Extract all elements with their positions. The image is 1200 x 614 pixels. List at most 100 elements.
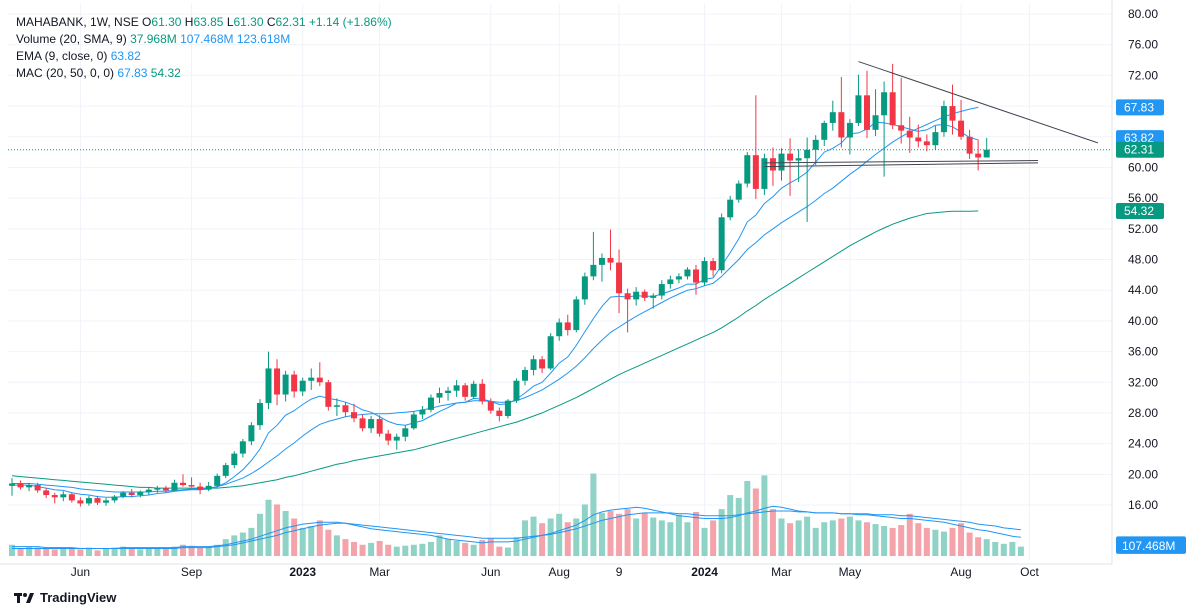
ema-row: EMA (9, close, 0) 63.82 [16, 48, 392, 65]
price-tick-label: 36.00 [1128, 345, 1158, 359]
candle-body [137, 491, 144, 496]
volume-bar [427, 541, 434, 556]
candle-body [735, 183, 742, 200]
candle-body [154, 488, 161, 490]
volume-bar [453, 541, 460, 556]
candle-body [282, 374, 289, 395]
volume-bar [239, 532, 246, 556]
price-badge [1116, 99, 1164, 116]
ohlc-row: MAHABANK, 1W, NSE O61.30 H63.85 L61.30 C… [16, 14, 392, 31]
volume-bar [359, 544, 366, 556]
candle-body [162, 488, 169, 491]
volume-bar [864, 522, 870, 556]
volume-bar [154, 547, 161, 556]
candle-body [402, 428, 409, 437]
volume-bar [325, 529, 332, 556]
candle-body [821, 122, 828, 140]
candle-body [453, 385, 460, 391]
open-label: O [142, 15, 152, 29]
ema-label: EMA (9, close, 0) [16, 49, 108, 63]
tradingview-logo-icon [14, 592, 34, 603]
volume-bar [932, 529, 939, 556]
volume-bar [573, 518, 580, 556]
candle-body [658, 284, 665, 296]
volume-bar [419, 543, 426, 556]
time-tick-label: Jun [481, 565, 500, 579]
candle-body [436, 392, 443, 398]
volume-bar [26, 546, 33, 556]
candle-body [120, 492, 127, 497]
candle-body [410, 414, 417, 429]
volume-bar [872, 524, 879, 556]
price-tick-label: 28.00 [1128, 406, 1158, 420]
price-tick-label: 80.00 [1128, 7, 1158, 21]
volume-bar [51, 549, 58, 556]
candle-body [205, 485, 212, 490]
price-tick-label: 72.00 [1128, 68, 1158, 82]
candle-body [214, 475, 221, 486]
candle-body [829, 112, 836, 123]
mac-row: MAC (20, 50, 0, 0) 67.83 54.32 [16, 65, 392, 82]
candle-body [898, 125, 905, 131]
chart-legend: MAHABANK, 1W, NSE O61.30 H63.85 L61.30 C… [16, 14, 392, 82]
candle-body [17, 483, 24, 488]
volume-bar [744, 481, 751, 556]
price-tick-label: 48.00 [1128, 253, 1158, 267]
volume-bar [94, 550, 101, 556]
candle-body [693, 269, 699, 283]
volume-bar [838, 518, 845, 556]
volume-bar [342, 539, 349, 556]
price-tick-label: 32.00 [1128, 375, 1158, 389]
change-value: +1.14 (+1.86%) [308, 15, 392, 29]
candle-body [590, 264, 597, 277]
time-tick-label: 2024 [691, 565, 718, 579]
volume-bar [915, 523, 922, 556]
close-value: 62.31 [275, 15, 306, 29]
volume-bar [265, 499, 272, 556]
volume-bar [1017, 546, 1024, 556]
high-value: 63.85 [193, 15, 224, 29]
volume-bar [43, 548, 50, 556]
candle-body [291, 374, 298, 392]
volume-bar [564, 522, 571, 556]
volume-bar [513, 537, 520, 556]
time-tick-label: Sep [181, 565, 203, 579]
candle-body [427, 397, 434, 410]
candle-body [949, 106, 956, 121]
volume-bar [829, 520, 836, 556]
price-tick-label: 40.00 [1128, 314, 1158, 328]
tradingview-brand[interactable]: TradingView [14, 590, 116, 605]
volume-bar [1009, 541, 1016, 556]
price-badge-label: 62.31 [1124, 143, 1154, 157]
candle-body [188, 485, 195, 487]
volume-bar [222, 539, 229, 556]
price-tick-label: 20.00 [1128, 467, 1158, 481]
candle-body [761, 158, 768, 189]
volume-bar [68, 547, 75, 556]
candle-body [855, 95, 862, 123]
candle-body [633, 291, 640, 300]
volume-bar [650, 517, 657, 556]
candle-body [222, 465, 229, 476]
candle-body [915, 137, 922, 142]
candle-body [701, 261, 708, 283]
candle-body [51, 495, 58, 498]
time-tick-label: Oct [1020, 565, 1039, 579]
price-tick-label: 44.00 [1128, 283, 1158, 297]
volume-bar [556, 513, 563, 556]
candle-body [180, 482, 186, 486]
candle-body [496, 410, 503, 417]
symbol-label: MAHABANK, 1W, NSE [16, 15, 139, 29]
brand-label: TradingView [40, 590, 117, 605]
candle-body [85, 498, 92, 504]
volume-bar [846, 516, 853, 556]
price-tick-label: 60.00 [1128, 160, 1158, 174]
volume-bar [855, 520, 862, 556]
volume-bar [966, 532, 973, 556]
candle-body [966, 136, 973, 154]
volume-bar [727, 495, 734, 556]
candle-body [624, 293, 631, 300]
candle-body [265, 368, 272, 403]
candle-body [34, 485, 41, 491]
